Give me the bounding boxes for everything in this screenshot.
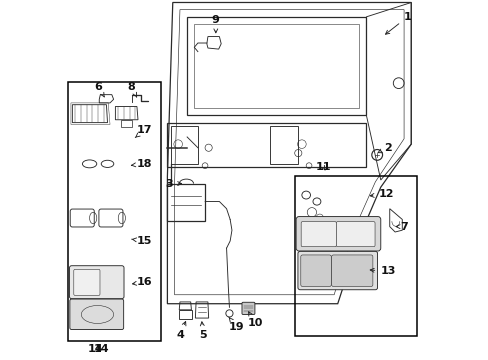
FancyBboxPatch shape — [331, 255, 372, 287]
FancyBboxPatch shape — [70, 299, 123, 329]
Text: 16: 16 — [132, 277, 152, 287]
FancyBboxPatch shape — [300, 255, 330, 287]
Text: 3: 3 — [165, 179, 181, 189]
FancyBboxPatch shape — [242, 302, 254, 315]
Text: 15: 15 — [131, 236, 152, 246]
Text: 13: 13 — [369, 266, 395, 276]
FancyBboxPatch shape — [69, 266, 124, 299]
Text: 1: 1 — [385, 12, 411, 34]
Text: 14: 14 — [93, 344, 109, 354]
Text: 11: 11 — [315, 162, 330, 172]
Text: 9: 9 — [211, 15, 219, 33]
FancyBboxPatch shape — [296, 217, 380, 251]
FancyBboxPatch shape — [74, 269, 100, 296]
Text: 17: 17 — [135, 125, 152, 138]
FancyBboxPatch shape — [301, 222, 336, 247]
Text: 18: 18 — [131, 159, 152, 169]
FancyBboxPatch shape — [336, 222, 374, 247]
Text: 19: 19 — [228, 317, 244, 332]
Text: 4: 4 — [176, 321, 185, 340]
Text: 5: 5 — [199, 322, 206, 340]
Text: 2: 2 — [377, 143, 391, 153]
Text: 7: 7 — [395, 222, 407, 231]
Text: 12: 12 — [369, 189, 393, 199]
Text: 14: 14 — [88, 343, 103, 354]
FancyBboxPatch shape — [297, 251, 377, 290]
Text: 8: 8 — [127, 82, 137, 97]
Text: 10: 10 — [247, 312, 263, 328]
Text: 6: 6 — [94, 82, 104, 97]
